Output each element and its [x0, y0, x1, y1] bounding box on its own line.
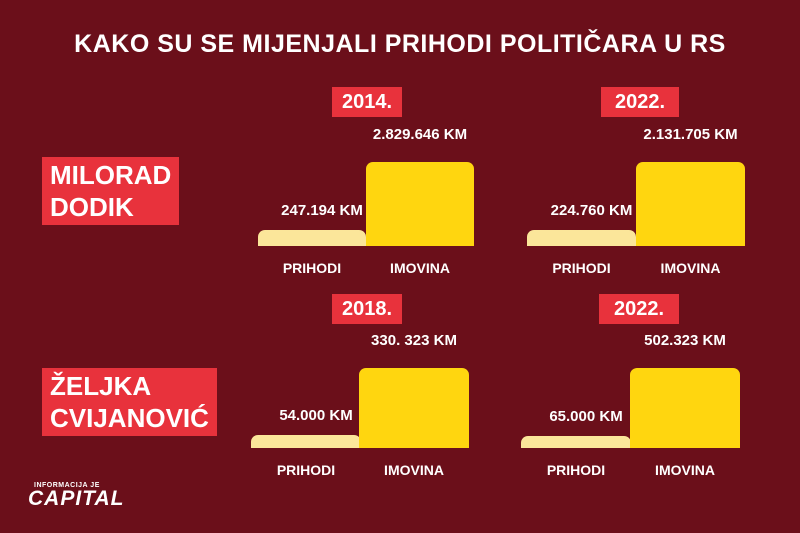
logo-wordmark: CAPITAL — [28, 487, 125, 510]
category-label-prihodi: PRIHODI — [552, 260, 611, 276]
chart-title: KAKO SU SE MIJENJALI PRIHODI POLITIČARA … — [74, 30, 726, 58]
data-label-imovina: 330. 323 KM — [371, 332, 457, 349]
bar-imovina — [630, 368, 740, 448]
year-badge: 2014. — [332, 87, 402, 117]
bar-prihodi — [527, 230, 636, 246]
person-first-name: MILORAD — [50, 160, 172, 190]
bar-imovina — [366, 162, 474, 246]
bar-imovina — [636, 162, 745, 246]
category-label-imovina: IMOVINA — [390, 260, 450, 276]
person-last-name: DODIK — [50, 192, 134, 222]
capital-logo: INFORMACIJA JE CAPITAL — [28, 482, 124, 509]
data-label-imovina: 502.323 KM — [644, 332, 726, 349]
person-name-cvijanovic: ŽELJKA CVIJANOVIĆ — [42, 368, 217, 436]
category-label-imovina: IMOVINA — [655, 462, 715, 478]
data-label-prihodi: 224.760 KM — [550, 202, 633, 219]
person-name-dodik: MILORAD DODIK — [42, 157, 180, 225]
bar-prihodi — [258, 230, 366, 246]
data-label-prihodi: 247.194 KM — [281, 202, 363, 219]
category-label-imovina: IMOVINA — [384, 462, 444, 478]
logo-tagline: INFORMACIJA JE — [34, 482, 100, 489]
category-label-imovina: IMOVINA — [660, 260, 721, 276]
person-last-name: CVIJANOVIĆ — [50, 403, 209, 433]
bar-imovina — [359, 368, 469, 448]
data-label-imovina: 2.829.646 KM — [372, 126, 468, 143]
year-badge: 2022. — [599, 294, 679, 324]
category-label-prihodi: PRIHODI — [282, 260, 342, 276]
person-first-name: ŽELJKA — [50, 371, 152, 401]
bar-prihodi — [251, 435, 361, 448]
year-badge: 2018. — [332, 294, 402, 324]
year-badge: 2022. — [601, 87, 679, 117]
data-label-imovina: 2.131.705 KM — [643, 126, 738, 143]
category-label-prihodi: PRIHODI — [546, 462, 606, 478]
bar-prihodi — [521, 436, 631, 448]
category-label-prihodi: PRIHODI — [276, 462, 336, 478]
data-label-prihodi: 65.000 KM — [549, 408, 623, 425]
data-label-prihodi: 54.000 KM — [279, 407, 353, 424]
